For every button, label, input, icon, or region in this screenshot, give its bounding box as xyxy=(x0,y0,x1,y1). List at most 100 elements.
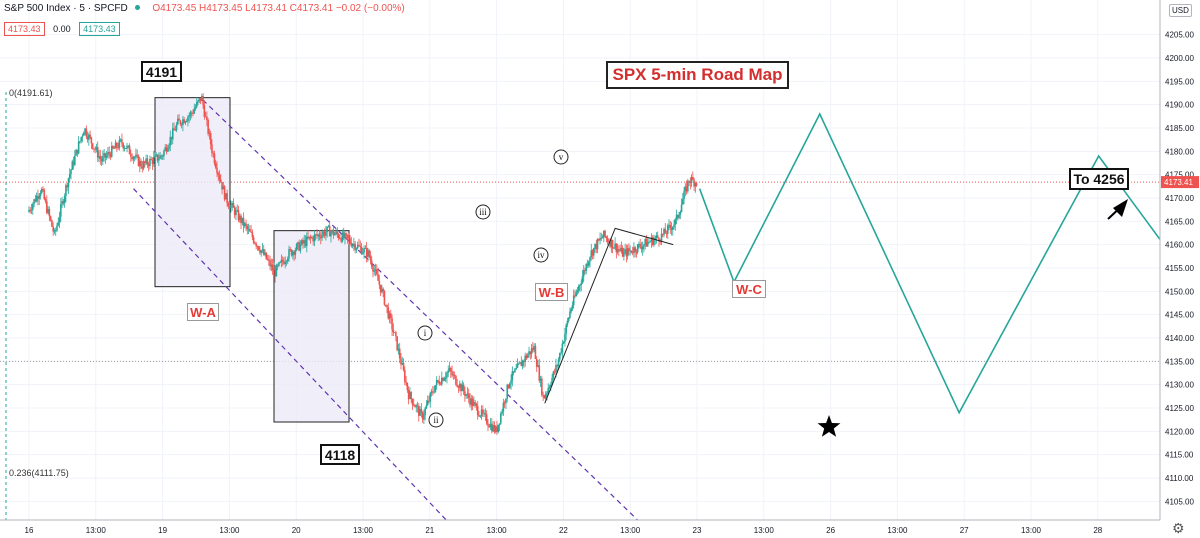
candle-body xyxy=(534,346,537,359)
candle-body xyxy=(180,124,183,126)
candle-body xyxy=(252,237,255,243)
candle-body xyxy=(406,382,409,391)
candle-body xyxy=(447,370,450,373)
candle-body xyxy=(105,155,108,158)
candle-body xyxy=(514,369,516,373)
wave-b-label: W-B xyxy=(535,283,568,301)
candle-body xyxy=(633,247,635,253)
candle-body xyxy=(494,426,497,432)
candle-body xyxy=(170,136,173,140)
candle-body xyxy=(48,208,51,217)
candle-body xyxy=(418,406,420,416)
bid-price[interactable]: 4173.43 xyxy=(4,22,45,36)
candle-body xyxy=(144,161,146,163)
candle-body xyxy=(628,248,630,251)
candle-body xyxy=(305,236,308,246)
arrow-up-icon xyxy=(1113,199,1128,217)
candle-body xyxy=(479,415,482,417)
candle-body xyxy=(393,332,396,334)
candle-body xyxy=(576,290,579,293)
candle-body xyxy=(225,193,227,200)
candle-body xyxy=(140,160,142,167)
candle-body xyxy=(547,387,550,393)
candle-body xyxy=(30,209,33,211)
candle-body xyxy=(364,247,367,249)
bid-ask-bar: 4173.43 0.00 4173.43 xyxy=(4,22,120,36)
time-tick-label: 28 xyxy=(1093,526,1102,535)
candle-body xyxy=(274,269,276,277)
candle-body xyxy=(442,377,444,381)
candle-body xyxy=(506,384,509,399)
candle-body xyxy=(303,240,306,244)
candle-body xyxy=(299,244,302,251)
candle-body xyxy=(124,147,127,149)
candle-body xyxy=(441,377,443,385)
candle-body xyxy=(259,249,261,253)
candle-body xyxy=(500,413,502,424)
candle-body xyxy=(89,134,91,138)
price-tick-label: 4190.00 xyxy=(1165,101,1194,110)
candle-body xyxy=(567,317,570,321)
candle-body xyxy=(419,409,421,416)
price-tick-label: 4125.00 xyxy=(1165,404,1194,413)
candle-body xyxy=(674,219,677,225)
candle-body xyxy=(640,247,643,250)
candle-body xyxy=(251,232,254,238)
candle-body xyxy=(194,106,197,110)
candle-body xyxy=(222,186,225,190)
candle-body xyxy=(405,381,407,383)
candle-body xyxy=(152,157,155,164)
candle-body xyxy=(292,251,294,256)
time-tick-label: 13:00 xyxy=(219,526,240,535)
candle-body xyxy=(610,239,613,247)
candle-body xyxy=(530,348,533,355)
candle-body xyxy=(370,260,373,267)
candle-body xyxy=(254,242,256,244)
candle-body xyxy=(38,195,40,199)
candle-body xyxy=(557,359,560,367)
candle-body xyxy=(535,358,538,367)
candle-body xyxy=(537,365,539,367)
candle-body xyxy=(603,230,605,237)
candle-body xyxy=(156,154,159,161)
candle-body xyxy=(461,384,464,392)
candle-body xyxy=(103,153,105,157)
candle-body xyxy=(649,241,652,243)
candle-body xyxy=(126,145,128,149)
candle-body xyxy=(471,398,474,406)
candle-body xyxy=(378,280,381,285)
candle-body xyxy=(245,223,247,226)
candle-body xyxy=(469,398,471,405)
candle-body xyxy=(280,259,283,263)
candle-body xyxy=(424,408,426,416)
candle-body xyxy=(98,156,100,158)
candle-body xyxy=(169,136,172,146)
candle-body xyxy=(401,363,404,365)
time-tick-label: 26 xyxy=(826,526,835,535)
candle-body xyxy=(67,178,70,188)
candle-body xyxy=(589,257,591,262)
channel-upper-line xyxy=(202,99,639,521)
candle-body xyxy=(508,383,511,388)
currency-badge[interactable]: USD xyxy=(1169,4,1192,17)
candle-body xyxy=(453,374,456,376)
symbol-title: S&P 500 Index · 5 · SPCFD xyxy=(4,3,128,14)
candle-body xyxy=(65,185,67,196)
candle-body xyxy=(574,295,576,297)
candle-body xyxy=(687,180,689,192)
candle-body xyxy=(443,378,446,381)
ask-price[interactable]: 4173.43 xyxy=(79,22,120,36)
price-tick-label: 4140.00 xyxy=(1165,334,1194,343)
gear-icon[interactable]: ⚙ xyxy=(1172,520,1185,536)
candle-body xyxy=(354,243,356,250)
candle-body xyxy=(203,105,206,117)
candle-body xyxy=(293,251,295,255)
candle-body xyxy=(520,362,523,367)
price-tick-label: 4130.00 xyxy=(1165,381,1194,390)
projection-path xyxy=(698,112,1200,415)
subwave-circle xyxy=(553,149,569,165)
candle-body xyxy=(199,98,202,102)
candle-body xyxy=(297,242,299,245)
candle-body xyxy=(347,237,350,239)
